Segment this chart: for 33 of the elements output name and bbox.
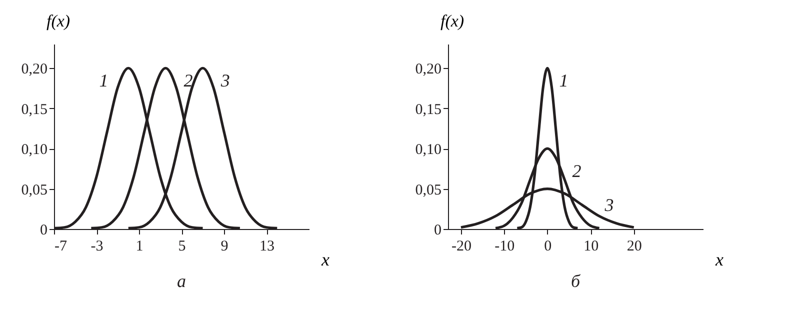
x-tick-label: 5 xyxy=(178,238,186,254)
y-tick-label: 0,05 xyxy=(415,182,442,198)
y-tick-label: 0,05 xyxy=(21,182,48,198)
x-tick-label: 13 xyxy=(260,238,274,254)
text: б xyxy=(570,271,581,291)
series-label: 2 xyxy=(184,70,193,90)
series-label: 3 xyxy=(604,195,614,216)
y-tick-label: 0 xyxy=(434,222,442,238)
y-tick-label: 0,15 xyxy=(21,102,48,118)
x-tick-label: 20 xyxy=(626,238,642,254)
y-axis-title: f(x) xyxy=(46,12,70,30)
y-tick-label: 0,10 xyxy=(21,142,48,158)
y-tick-label: 0,10 xyxy=(415,142,442,158)
x-tick-label: 9 xyxy=(220,238,228,254)
series-label: 2 xyxy=(572,160,582,181)
y-tick-label: 0,20 xyxy=(415,62,442,78)
series-label: 3 xyxy=(220,70,230,90)
x-tick-label: -7 xyxy=(54,238,68,254)
x-tick-label: -20 xyxy=(451,238,472,254)
y-tick-label: 0,20 xyxy=(21,62,48,78)
y-tick-label: 0 xyxy=(40,222,48,238)
x-tick-label: 1 xyxy=(136,238,144,254)
x-tick-label: -3 xyxy=(90,238,104,254)
series-label: 1 xyxy=(559,70,568,90)
x-axis-title: x xyxy=(320,250,330,270)
y-axis-title: f(x) xyxy=(440,12,464,30)
x-tick-label: 10 xyxy=(584,238,599,254)
text: а xyxy=(177,271,186,291)
x-tick-label: 0 xyxy=(544,238,552,254)
series-label: 1 xyxy=(99,70,108,90)
y-tick-label: 0,15 xyxy=(415,102,442,118)
x-tick-label: -10 xyxy=(494,238,515,254)
x-axis-title: x xyxy=(714,250,724,270)
